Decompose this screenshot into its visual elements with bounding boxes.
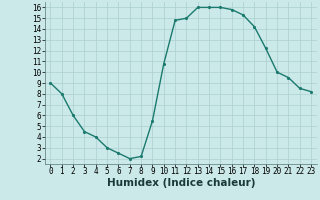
X-axis label: Humidex (Indice chaleur): Humidex (Indice chaleur) — [107, 178, 255, 188]
